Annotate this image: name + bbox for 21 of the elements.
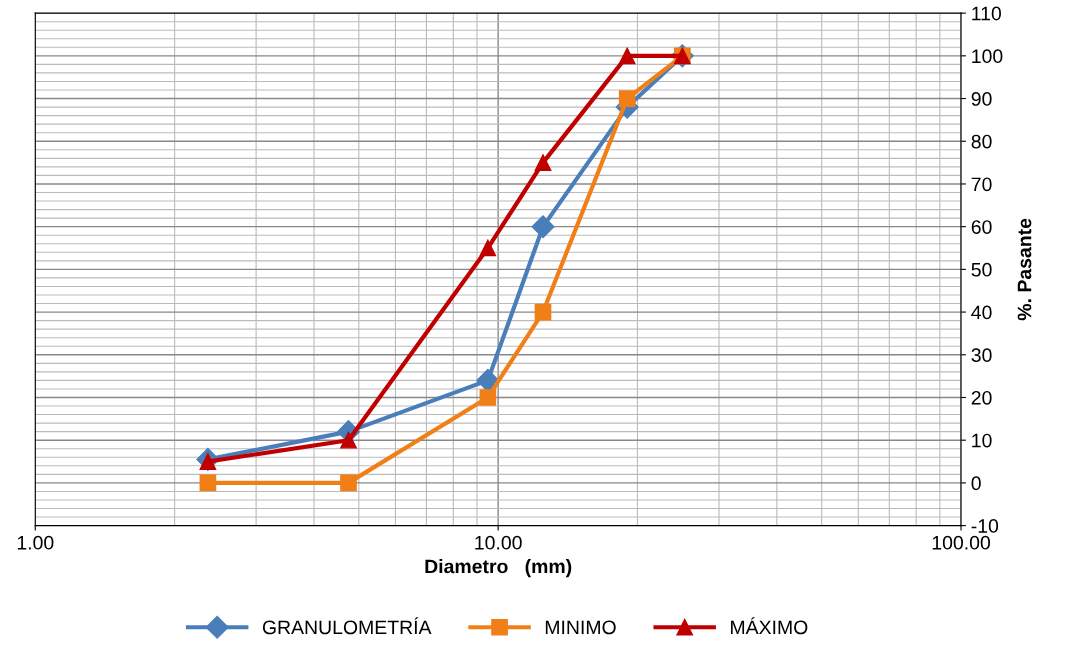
legend-label: GRANULOMETRÍA xyxy=(262,617,432,635)
y-tick-label: 100 xyxy=(972,49,1003,64)
y-tick-label: 30 xyxy=(971,348,992,363)
y-tick-label: 80 xyxy=(971,134,992,149)
x-axis-title: Diametro (mm) xyxy=(425,559,572,578)
y-tick-label: 40 xyxy=(971,305,992,320)
y-tick-label: 60 xyxy=(971,220,992,234)
x-tick-label: 1.00 xyxy=(17,535,54,550)
x-tick-label: 10.00 xyxy=(475,535,522,550)
y-tick-label: 90 xyxy=(971,92,992,106)
y-tick-label: 20 xyxy=(971,390,992,405)
legend-label: MINIMO xyxy=(545,620,616,635)
x-tick-label: 100.00 xyxy=(932,535,991,550)
y-tick-label: 70 xyxy=(971,177,992,192)
y-tick-label: -10 xyxy=(971,519,999,533)
legend-label: MÁXIMO xyxy=(731,617,808,635)
y-tick-label: 10 xyxy=(972,433,992,448)
y-tick-label: 50 xyxy=(971,262,992,277)
y-axis-title: %. Pasante xyxy=(1017,218,1032,321)
y-tick-label: 0 xyxy=(971,476,981,491)
y-tick-label: 110 xyxy=(972,6,1001,21)
